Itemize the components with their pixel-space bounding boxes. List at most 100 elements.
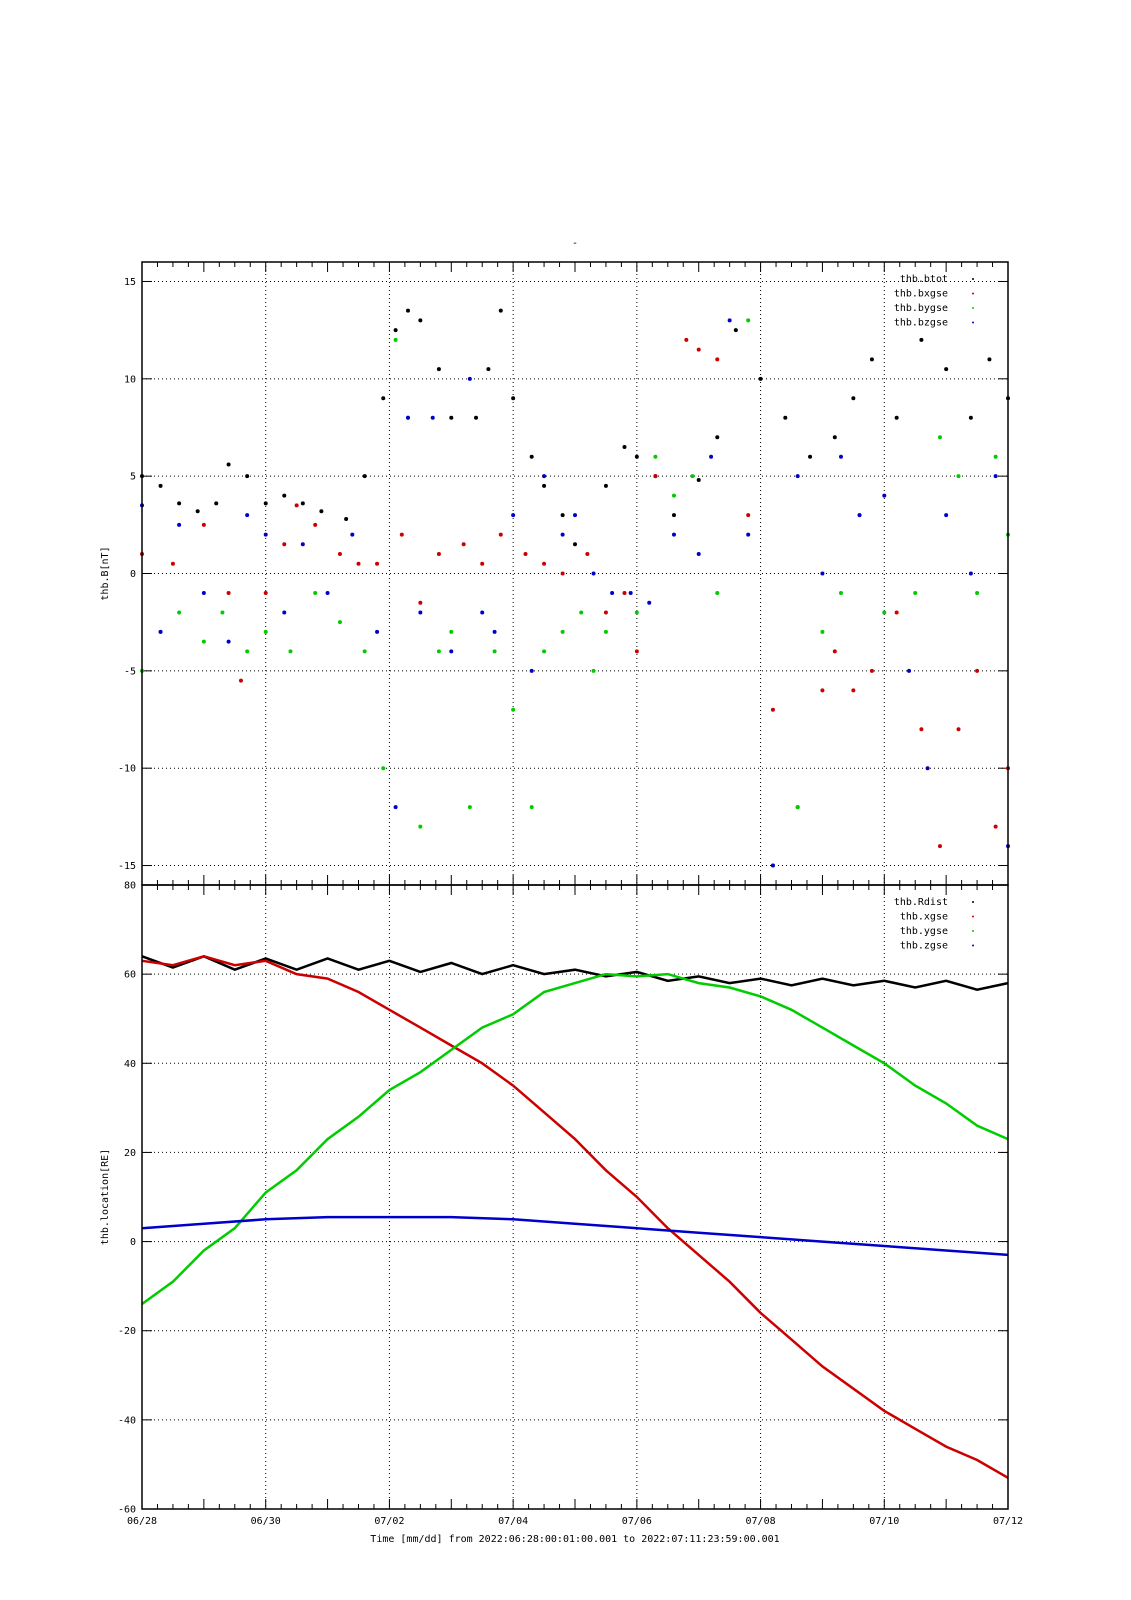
data-point <box>245 649 250 654</box>
data-point <box>832 435 837 440</box>
data-point <box>696 347 701 352</box>
series-line <box>141 954 1009 991</box>
data-point <box>226 590 231 595</box>
x-tick-label: 07/08 <box>746 1516 776 1527</box>
data-point <box>449 649 454 654</box>
data-point <box>436 552 441 557</box>
data-point <box>511 707 516 712</box>
data-point <box>393 337 398 342</box>
data-point <box>170 561 175 566</box>
data-point <box>337 620 342 625</box>
data-point <box>758 376 763 381</box>
data-point <box>956 727 961 732</box>
legend-marker <box>972 915 974 918</box>
data-point <box>201 639 206 644</box>
data-point <box>944 367 949 372</box>
data-point <box>511 513 516 518</box>
data-point <box>579 610 584 615</box>
legend-label: thb.zgse <box>900 941 948 952</box>
data-point <box>715 357 720 362</box>
data-point <box>288 649 293 654</box>
data-point <box>591 668 596 673</box>
data-point <box>709 454 714 459</box>
data-point <box>783 415 788 420</box>
data-point <box>993 824 998 829</box>
panel-location: -60 -40 -20 0 20 40 60 80 thb.Rdist thb.xgse thb.y… <box>100 881 1009 1516</box>
data-point <box>313 590 318 595</box>
series-thb-Rdist <box>141 954 1009 991</box>
data-point <box>857 513 862 518</box>
data-point <box>480 610 485 615</box>
legend-marker <box>972 321 974 324</box>
data-point <box>529 805 534 810</box>
y-tick-label: 20 <box>124 1148 136 1159</box>
y-axis-label: thb.location[RE] <box>100 1149 111 1245</box>
data-point <box>715 435 720 440</box>
data-point <box>746 532 751 537</box>
x-tick-label: 07/12 <box>993 1516 1023 1527</box>
data-point <box>214 501 219 506</box>
x-tick-label: 07/02 <box>374 1516 404 1527</box>
data-point <box>158 629 163 634</box>
data-point <box>968 571 973 576</box>
legend-label: thb.ygse <box>900 926 948 937</box>
data-point <box>851 688 856 693</box>
data-point <box>263 590 268 595</box>
data-point <box>381 766 386 771</box>
data-point <box>337 552 342 557</box>
data-point <box>919 727 924 732</box>
data-point <box>486 367 491 372</box>
data-point <box>869 668 874 673</box>
data-point <box>282 610 287 615</box>
data-point <box>653 474 658 479</box>
series-line <box>141 1215 1009 1257</box>
data-point <box>746 318 751 323</box>
data-point <box>690 474 695 479</box>
data-point <box>894 610 899 615</box>
data-point <box>542 561 547 566</box>
data-point <box>300 542 305 547</box>
data-point <box>820 688 825 693</box>
data-point <box>393 328 398 333</box>
data-point <box>894 415 899 420</box>
data-point <box>770 863 775 868</box>
y-tick-label: -60 <box>118 1505 136 1516</box>
data-point <box>882 610 887 615</box>
data-point <box>220 610 225 615</box>
data-point <box>474 415 479 420</box>
data-point <box>498 532 503 537</box>
legend-label: thb.bxgse <box>894 289 948 300</box>
data-point <box>177 522 182 527</box>
data-point <box>851 396 856 401</box>
series-thb-btot <box>140 308 1010 547</box>
y-tick-label: -20 <box>118 1326 136 1337</box>
data-point <box>467 376 472 381</box>
x-axis-tick-labels: 06/28 06/30 07/02 07/04 07/06 07/08 07/10 07/12 <box>127 1516 1023 1527</box>
data-point <box>746 513 751 518</box>
data-point <box>498 308 503 313</box>
y-tick-label: 15 <box>124 277 136 288</box>
data-point <box>449 415 454 420</box>
data-point <box>418 600 423 605</box>
data-point <box>882 493 887 498</box>
data-point <box>282 493 287 498</box>
data-point <box>201 522 206 527</box>
data-point <box>610 590 615 595</box>
data-point <box>245 513 250 518</box>
data-point <box>245 474 250 479</box>
data-point <box>603 629 608 634</box>
data-point <box>492 629 497 634</box>
legend-label: thb.bzgse <box>894 318 948 329</box>
data-point <box>511 396 516 401</box>
legend-marker <box>972 901 974 903</box>
data-point <box>375 629 380 634</box>
data-point <box>418 318 423 323</box>
data-point <box>653 454 658 459</box>
data-point <box>975 590 980 595</box>
y-axis-label: thb.B[nT] <box>100 546 111 600</box>
data-point <box>560 513 565 518</box>
data-point <box>993 454 998 459</box>
data-point <box>263 501 268 506</box>
data-point <box>356 561 361 566</box>
